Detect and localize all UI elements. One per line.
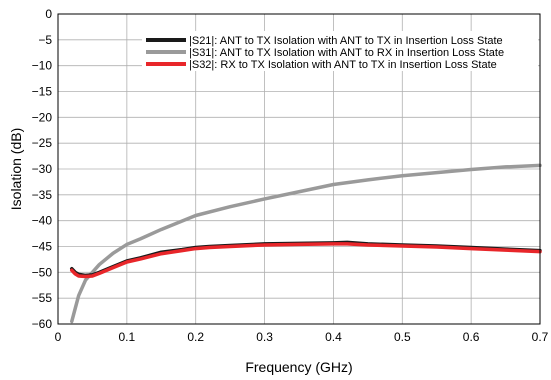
y-tick-label: −20	[32, 110, 53, 124]
y-tick-label: −10	[32, 59, 53, 73]
tick-labels: 0−5−10−15−20−25−30−35−40−45−50−55−600 0.1…	[32, 7, 549, 344]
x-tick-label: 0.7	[532, 330, 549, 344]
series-lines	[70, 163, 542, 324]
grid	[58, 14, 540, 324]
x-tick-label: 0.5	[394, 330, 411, 344]
x-tick-label: 0.1	[119, 330, 136, 344]
y-tick-label: −55	[32, 291, 53, 305]
legend-background	[142, 31, 538, 71]
x-tick-label: 0.3	[256, 330, 273, 344]
y-axis-title: Isolation (dB)	[8, 128, 24, 210]
x-tick-label: 0.2	[187, 330, 204, 344]
series-line-3	[70, 242, 542, 279]
y-tick-label: −60	[32, 317, 53, 331]
y-tick-label: −5	[38, 33, 52, 47]
y-tick-label: −30	[32, 162, 53, 176]
x-tick-label: 0.6	[463, 330, 480, 344]
legend-label-3: |S32|: RX to TX Isolation with ANT to TX…	[189, 59, 497, 71]
y-tick-label: −40	[32, 214, 53, 228]
x-axis-title: Frequency (GHz)	[245, 359, 352, 375]
y-tick-label: −50	[32, 265, 53, 279]
x-tick-label: 0.4	[325, 330, 342, 344]
y-tick-label: 0	[45, 7, 52, 21]
x-tick-label: 0	[55, 330, 62, 344]
legend: |S21|: ANT to TX Isolation with ANT to T…	[142, 31, 538, 71]
y-tick-label: −15	[32, 85, 53, 99]
y-tick-label: −45	[32, 240, 53, 254]
legend-label-1: |S21|: ANT to TX Isolation with ANT to T…	[189, 35, 503, 47]
y-tick-label: −35	[32, 188, 53, 202]
plot-frame	[57, 13, 541, 325]
legend-label-2: |S31|: ANT to TX Isolation with ANT to R…	[189, 47, 504, 59]
y-tick-label: −25	[32, 136, 53, 150]
